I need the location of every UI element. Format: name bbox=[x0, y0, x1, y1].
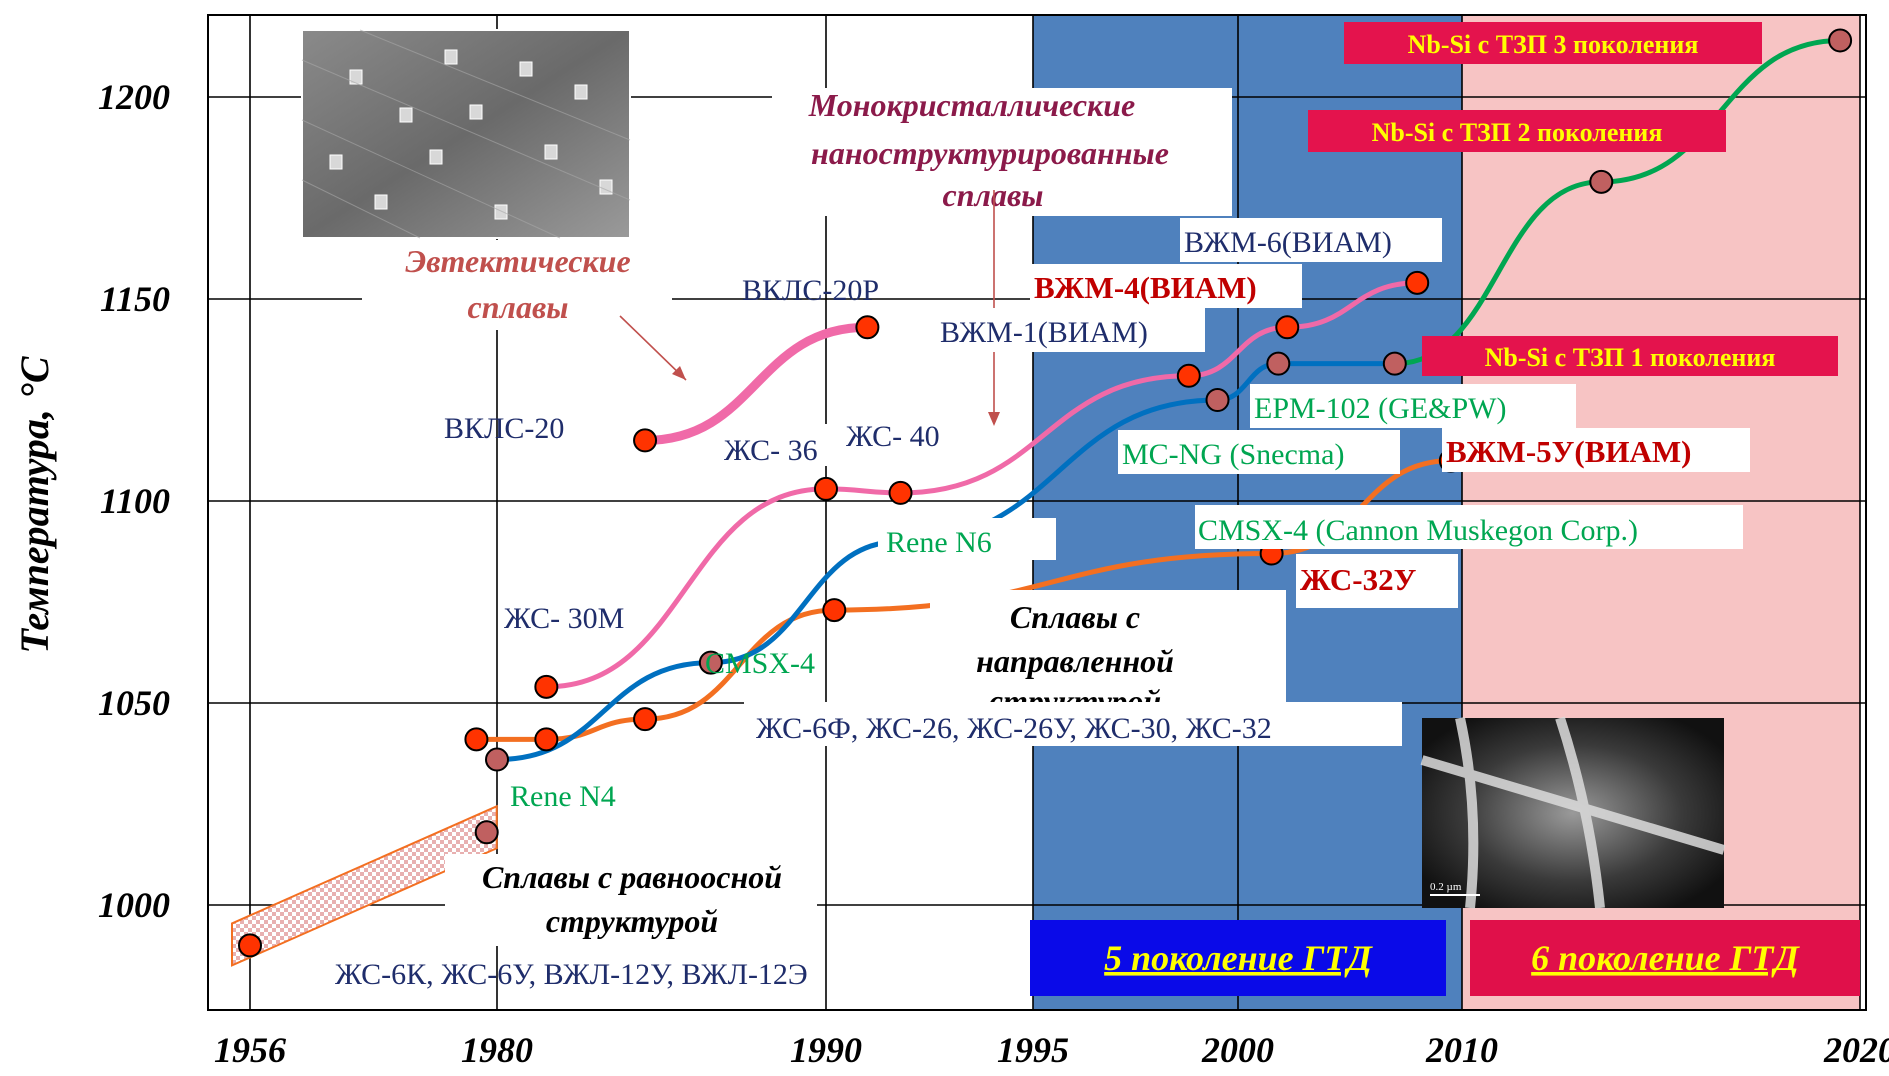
data-point bbox=[485, 747, 509, 772]
eq-label-line2: структурой bbox=[546, 903, 718, 939]
dir-alloys: ЖС-6Ф, ЖС-26, ЖС-26У, ЖС-30, ЖС-32 bbox=[756, 712, 1272, 745]
data-point bbox=[1405, 270, 1430, 295]
data-point bbox=[534, 727, 559, 752]
data-point bbox=[822, 598, 847, 623]
mono-label-line1: Монокристаллические bbox=[808, 87, 1136, 123]
gen6-box bbox=[1470, 920, 1860, 996]
data-point bbox=[474, 820, 499, 845]
x-tick-label: 2010 bbox=[1425, 1030, 1498, 1070]
label-zs40: ЖС- 40 bbox=[846, 420, 940, 453]
nbsi1-box bbox=[1422, 336, 1838, 376]
label-cmsx4: CMSX-4 bbox=[705, 647, 815, 680]
label-zs36: ЖС- 36 bbox=[724, 434, 818, 467]
label-zs30m: ЖС- 30М bbox=[504, 602, 624, 635]
data-point bbox=[888, 480, 913, 505]
data-point bbox=[1275, 315, 1300, 340]
y-tick-label: 1000 bbox=[98, 885, 170, 925]
data-point bbox=[633, 707, 658, 732]
label-vzm6: ВЖМ-6(ВИАМ) bbox=[1184, 226, 1392, 259]
data-point bbox=[698, 650, 723, 675]
data-point bbox=[238, 933, 262, 958]
scale-bar-label: 0.2 µm bbox=[1430, 881, 1462, 893]
label-rene-n4: Rene N4 bbox=[510, 780, 616, 813]
x-tick-label: 2000 bbox=[1201, 1030, 1274, 1070]
x-tick-label: 1956 bbox=[214, 1030, 286, 1070]
y-tick-label: 1050 bbox=[98, 683, 170, 723]
y-tick-label: 1100 bbox=[100, 481, 170, 521]
label-cmsx4-cannon: CMSX-4 (Cannon Muskegon Corp.) bbox=[1198, 514, 1638, 547]
label-nbsi1: Nb-Si с ТЗП 1 поколения bbox=[1485, 343, 1776, 372]
gen5-box bbox=[1030, 920, 1446, 996]
eq-label-line1: Сплавы с равноосной bbox=[482, 859, 782, 895]
label-vkls20r: ВКЛС-20Р bbox=[742, 274, 879, 307]
dir-label-line1: Сплавы с bbox=[1010, 599, 1140, 635]
data-point bbox=[1205, 388, 1230, 412]
data-point bbox=[1828, 28, 1853, 53]
dir-label-line2: направленной bbox=[976, 643, 1174, 679]
label-vzm1: ВЖМ-1(ВИАМ) bbox=[940, 316, 1148, 349]
eutectic-label-line1: Эвтектические bbox=[405, 243, 630, 279]
x-tick-label: 1995 bbox=[997, 1030, 1069, 1070]
y-tick-label: 1150 bbox=[100, 279, 170, 319]
label-vkls20: ВКЛС-20 bbox=[444, 412, 564, 445]
mono-arrowhead bbox=[988, 412, 1000, 426]
series-line-2 bbox=[640, 322, 872, 445]
label-nbsi3: Nb-Si с ТЗП 3 поколения bbox=[1408, 30, 1699, 59]
data-point bbox=[534, 674, 559, 699]
label-vzm5u: ВЖМ-5У(ВИАМ) bbox=[1446, 434, 1691, 469]
data-point bbox=[1266, 351, 1291, 376]
label-zs32u: ЖС-32У bbox=[1300, 562, 1417, 597]
data-point bbox=[464, 727, 489, 752]
plot-frame bbox=[207, 14, 1867, 1011]
label-mcng: MC-NG (Snecma) bbox=[1122, 438, 1344, 471]
eutectic-arrow bbox=[619, 315, 687, 381]
data-point bbox=[855, 315, 880, 340]
label-vzm4: ВЖМ-4(ВИАМ) bbox=[1034, 270, 1257, 305]
label-gen5: 5 поколение ГТД bbox=[1104, 938, 1373, 978]
tem-micrograph: 0.2 µm bbox=[1420, 716, 1726, 909]
data-point bbox=[1589, 169, 1614, 194]
mono-label-line3: сплавы bbox=[943, 177, 1044, 213]
label-rene-n6: Rene N6 bbox=[886, 526, 992, 559]
label-nbsi2: Nb-Si с ТЗП 2 поколения bbox=[1372, 118, 1663, 147]
label-gen6: 6 поколение ГТД bbox=[1531, 938, 1800, 978]
x-tick-label: 2020 bbox=[1823, 1030, 1889, 1070]
nbsi2-box bbox=[1308, 110, 1726, 152]
eutectic-label-line2: сплавы bbox=[468, 289, 569, 325]
data-point bbox=[1176, 363, 1201, 388]
data-point bbox=[814, 476, 838, 501]
data-point bbox=[633, 428, 658, 453]
x-tick-label: 1980 bbox=[461, 1030, 533, 1070]
mono-label-line2: наноструктурированные bbox=[811, 135, 1169, 171]
series-band-equiaxed bbox=[231, 804, 498, 967]
x-tick-label: 1990 bbox=[790, 1030, 862, 1070]
data-point bbox=[1382, 351, 1407, 376]
eutectic-arrowhead bbox=[672, 366, 686, 380]
y-axis-label: Температура, °C bbox=[12, 355, 57, 653]
eq-alloys: ЖС-6К, ЖС-6У, ВЖЛ-12У, ВЖЛ-12Э bbox=[335, 958, 808, 991]
nbsi3-box bbox=[1344, 22, 1762, 64]
label-epm102: EPM-102 (GE&PW) bbox=[1254, 392, 1506, 425]
y-tick-label: 1200 bbox=[98, 77, 170, 117]
sem-micrograph bbox=[301, 29, 631, 239]
